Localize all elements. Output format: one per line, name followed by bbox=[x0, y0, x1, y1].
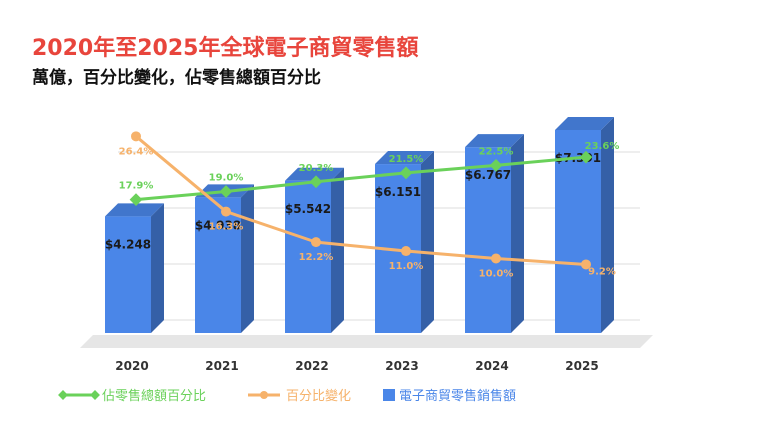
bar-top bbox=[105, 203, 164, 217]
data-point bbox=[221, 206, 231, 217]
data-point bbox=[401, 246, 411, 257]
bar-side bbox=[331, 167, 344, 333]
x-tick-label: 2022 bbox=[295, 359, 328, 373]
legend-marker bbox=[260, 391, 268, 399]
line-value-label: 16.3% bbox=[209, 222, 244, 233]
data-point bbox=[491, 253, 501, 264]
bar-value-label: $6.151 bbox=[375, 185, 421, 199]
chart-floor bbox=[80, 335, 653, 348]
x-tick-label: 2024 bbox=[475, 359, 508, 373]
data-point bbox=[311, 237, 321, 248]
line-value-label: 12.2% bbox=[299, 252, 334, 263]
bar-top bbox=[375, 151, 434, 165]
chart-title: 2020年至2025年全球電子商貿零售額 bbox=[32, 36, 419, 61]
line-value-label: 10.0% bbox=[479, 269, 514, 280]
data-point bbox=[131, 131, 141, 142]
legend-label: 佔零售總額百分比 bbox=[102, 388, 206, 404]
line-value-label: 26.4% bbox=[119, 146, 154, 157]
bar-front bbox=[285, 180, 331, 333]
line-value-label: 21.5% bbox=[389, 154, 424, 165]
bar-value-label: $4.938 bbox=[195, 218, 241, 232]
data-point bbox=[129, 193, 143, 207]
bar-front bbox=[555, 130, 601, 333]
line-value-label: 11.0% bbox=[389, 261, 424, 272]
bar-side bbox=[601, 117, 614, 333]
bar-value-label: $4.248 bbox=[105, 237, 151, 251]
line-value-label: 22.5% bbox=[479, 146, 514, 157]
bar-side bbox=[151, 203, 164, 333]
x-tick-label: 2020 bbox=[115, 359, 148, 373]
bar-front bbox=[105, 216, 151, 333]
series-line bbox=[135, 135, 587, 266]
bar-value-label: $6.767 bbox=[465, 168, 511, 182]
line-value-label: 23.6% bbox=[585, 141, 620, 152]
data-point bbox=[219, 185, 233, 198]
bar-front bbox=[195, 197, 241, 333]
legend-marker bbox=[58, 390, 68, 400]
legend-marker bbox=[90, 390, 100, 400]
x-tick-label: 2025 bbox=[565, 359, 598, 373]
line-value-label: 17.9% bbox=[119, 181, 154, 192]
series-line bbox=[135, 155, 587, 202]
line-value-label: 19.0% bbox=[209, 172, 244, 183]
bar-side bbox=[241, 184, 254, 333]
bar-front bbox=[465, 147, 511, 333]
legend-label: 電子商貿零售銷售額 bbox=[399, 388, 516, 404]
line-value-label: 20.3% bbox=[299, 163, 334, 174]
bar-side bbox=[511, 134, 524, 333]
data-point bbox=[581, 259, 591, 270]
data-point bbox=[309, 175, 323, 189]
bar-side bbox=[421, 151, 434, 333]
bar-value-label: $5.542 bbox=[285, 202, 331, 216]
bar-top bbox=[465, 134, 524, 148]
x-tick-label: 2023 bbox=[385, 359, 418, 373]
data-point bbox=[489, 159, 503, 172]
legend-bar-swatch bbox=[383, 389, 395, 401]
bar-top bbox=[555, 117, 614, 130]
legend-label: 百分比變化 bbox=[286, 388, 351, 404]
bar-top bbox=[285, 167, 344, 181]
line-value-label: 9.2% bbox=[588, 266, 616, 277]
x-tick-label: 2021 bbox=[205, 359, 238, 373]
data-point bbox=[399, 166, 413, 180]
chart-subtitle: 萬億，百分比變化，佔零售總額百分比 bbox=[32, 68, 321, 88]
